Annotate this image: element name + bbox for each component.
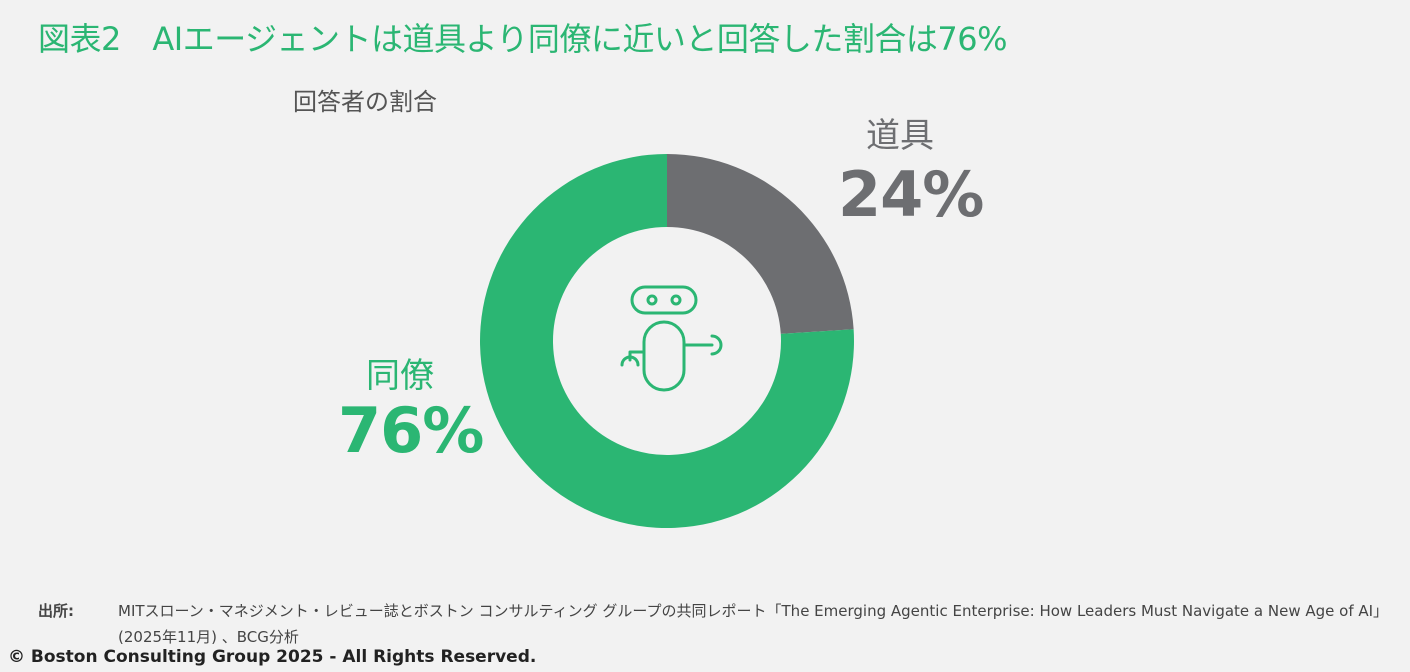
chart-subtitle: 回答者の割合 xyxy=(293,88,437,116)
robot-icon xyxy=(620,285,723,392)
source-note: 出所: MITスローン・マネジメント・レビュー誌とボストン コンサルティング グル… xyxy=(38,600,1388,621)
source-key: 出所: xyxy=(38,602,74,620)
page-title: 図表2 AIエージェントは道具より同僚に近いと回答した割合は76% xyxy=(38,20,1008,58)
slice-value-tool: 24% xyxy=(838,158,984,231)
slice-name-tool: 道具 xyxy=(866,116,934,156)
slice-name-colleague: 同僚 xyxy=(366,356,434,396)
donut-slice-tool xyxy=(667,154,854,334)
donut-slice-colleague xyxy=(480,154,854,528)
source-line1: MITスローン・マネジメント・レビュー誌とボストン コンサルティング グループの… xyxy=(118,602,1389,620)
copyright: © Boston Consulting Group 2025 - All Rig… xyxy=(8,647,537,667)
source-line2: (2025年11月) 、BCG分析 xyxy=(118,628,299,646)
slice-value-colleague: 76% xyxy=(338,394,484,467)
